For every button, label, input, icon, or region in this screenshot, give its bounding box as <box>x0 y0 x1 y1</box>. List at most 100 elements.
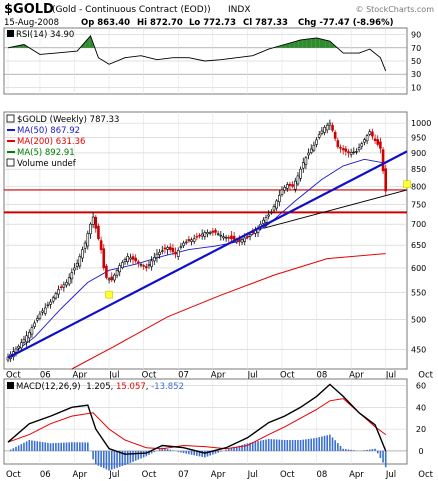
histogram-bar <box>366 449 368 451</box>
candle-body <box>288 183 292 186</box>
histogram-bar <box>297 440 299 451</box>
histogram-bar <box>140 450 142 459</box>
legend-entry: MA(50) 867.92 <box>17 126 80 136</box>
candle-body <box>43 307 47 314</box>
histogram-bar <box>63 442 65 451</box>
ma50-line <box>7 158 386 358</box>
histogram-bar <box>275 439 278 451</box>
histogram-bar <box>12 448 15 451</box>
candle-body <box>373 138 377 141</box>
candle-body <box>94 216 98 229</box>
candle-body <box>89 223 92 235</box>
candle-body <box>147 264 151 266</box>
candle-body <box>97 225 100 240</box>
candle-body <box>33 322 36 327</box>
candle-body <box>203 232 207 237</box>
horizontal-support-lines <box>4 189 407 214</box>
histogram-bar <box>81 442 84 451</box>
candle-body <box>192 238 196 242</box>
x-tick-label: Apr <box>72 371 87 381</box>
histogram-bar <box>305 439 307 451</box>
histogram-bar <box>134 450 137 461</box>
price-tick-label: 700 <box>411 220 426 229</box>
histogram-bar <box>289 440 291 451</box>
histogram-bar <box>84 442 86 451</box>
candle-body <box>352 151 356 154</box>
histogram-bar <box>182 450 185 454</box>
histogram-bar <box>71 442 73 451</box>
histogram-bar <box>347 449 350 451</box>
histogram-bar <box>153 450 156 453</box>
histogram-bar <box>334 440 336 451</box>
histogram-bar <box>204 450 206 458</box>
histogram-bar <box>49 443 52 451</box>
histogram-bar <box>28 440 31 451</box>
candle-body <box>336 140 340 148</box>
candle-body <box>293 180 297 190</box>
candle-body <box>142 265 145 267</box>
histogram-bar <box>177 450 180 452</box>
watermark: © StockCharts.com <box>356 5 435 14</box>
histogram-bar <box>241 444 243 451</box>
histogram-bar <box>113 450 116 469</box>
legend-volume-swatch <box>6 158 15 167</box>
candle-body <box>134 257 137 262</box>
candle-body <box>182 242 185 246</box>
candle-body <box>184 241 188 244</box>
histogram-bar <box>166 449 169 451</box>
histogram-bar <box>33 440 36 451</box>
rsi-tick-label: 50 <box>411 57 421 66</box>
candle-body <box>168 246 172 250</box>
candle-body <box>307 152 310 156</box>
candle-body <box>278 195 281 203</box>
rsi-legend-swatch <box>7 30 14 37</box>
x-tick-label: Apr <box>349 470 364 480</box>
candle-body <box>158 252 161 255</box>
histogram-bar <box>129 450 132 463</box>
highlight-markers <box>105 180 411 299</box>
histogram-bar <box>44 442 47 451</box>
macd-panel: MACD(12,26,9) 1.205, 15.057, -13.852 60 4… <box>3 378 426 471</box>
histogram-bar <box>126 450 129 464</box>
price-tick-label: 900 <box>411 149 426 158</box>
rsi-panel: RSI(14) 34.90 90 70 50 30 10 <box>3 27 421 95</box>
candle-body <box>187 239 191 242</box>
candle-body <box>211 230 215 233</box>
candle-body <box>129 257 132 260</box>
candle-body <box>339 146 342 149</box>
legend-entry: MA(200) 631.36 <box>17 137 85 147</box>
x-tick-label: Apr <box>211 470 226 480</box>
histogram-bar <box>124 450 126 466</box>
price-candles <box>6 119 388 363</box>
candle-body <box>171 247 175 253</box>
x-tick-label: 08 <box>316 371 327 381</box>
candle-body <box>216 233 220 235</box>
symbol-name: (Gold - Continuous Contract (EOD)) <box>52 5 211 15</box>
symbol-title: $GOLD <box>4 2 54 17</box>
candle-body <box>224 237 228 239</box>
histogram-bar <box>79 442 81 451</box>
candle-body <box>198 234 201 237</box>
candle-body <box>113 274 116 281</box>
candle-body <box>83 242 87 249</box>
histogram-bar <box>25 441 28 451</box>
candle-body <box>219 234 223 237</box>
histogram-bar <box>329 434 331 451</box>
histogram-bar <box>267 438 270 451</box>
price-tick-label: 600 <box>411 264 426 273</box>
macd-line <box>7 383 387 455</box>
candle-body <box>121 262 124 268</box>
candle-body <box>240 239 244 243</box>
candle-body <box>46 304 50 307</box>
candle-body <box>30 327 34 335</box>
histogram-bar <box>23 442 25 451</box>
candle-body <box>176 250 180 257</box>
candle-body <box>91 216 95 225</box>
histogram-bar <box>52 443 55 451</box>
histogram-bar <box>47 442 49 451</box>
histogram-bar <box>262 440 265 451</box>
candle-body <box>280 189 284 196</box>
candle-body <box>105 265 108 278</box>
x-tick-label: 06 <box>40 371 51 381</box>
